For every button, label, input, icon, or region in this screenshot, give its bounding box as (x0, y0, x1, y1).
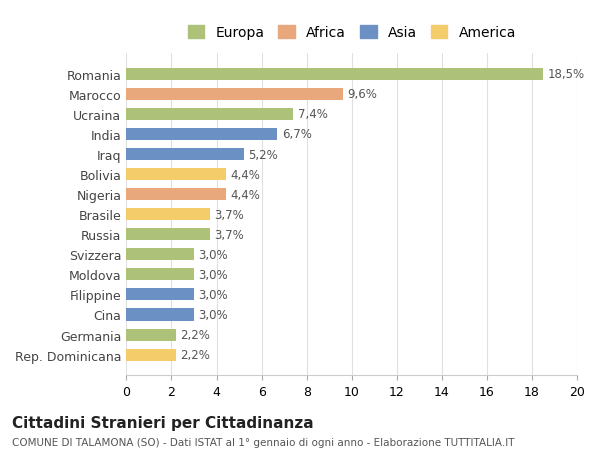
Text: 4,4%: 4,4% (230, 168, 260, 181)
Text: 3,0%: 3,0% (199, 308, 228, 321)
Text: 18,5%: 18,5% (548, 68, 585, 81)
Bar (127, 309, 194, 321)
Bar (127, 209, 210, 221)
Text: 7,4%: 7,4% (298, 108, 328, 121)
Text: Cittadini Stranieri per Cittadinanza: Cittadini Stranieri per Cittadinanza (12, 415, 314, 430)
Bar (127, 189, 226, 201)
Text: 3,0%: 3,0% (199, 288, 228, 301)
Bar (127, 129, 277, 140)
Bar (127, 229, 210, 241)
Text: 2,2%: 2,2% (181, 328, 211, 341)
Bar (127, 109, 293, 121)
Legend: Europa, Africa, Asia, America: Europa, Africa, Asia, America (181, 19, 523, 47)
Text: 4,4%: 4,4% (230, 188, 260, 201)
Text: 5,2%: 5,2% (248, 148, 278, 161)
Bar (127, 68, 543, 81)
Text: 9,6%: 9,6% (347, 88, 377, 101)
Text: 6,7%: 6,7% (282, 128, 312, 141)
Text: 3,7%: 3,7% (214, 208, 244, 221)
Bar (127, 249, 194, 261)
Text: 3,0%: 3,0% (199, 248, 228, 261)
Text: COMUNE DI TALAMONA (SO) - Dati ISTAT al 1° gennaio di ogni anno - Elaborazione T: COMUNE DI TALAMONA (SO) - Dati ISTAT al … (12, 437, 515, 447)
Text: 2,2%: 2,2% (181, 348, 211, 361)
Bar (127, 329, 176, 341)
Text: 3,7%: 3,7% (214, 228, 244, 241)
Bar (127, 349, 176, 361)
Bar (127, 168, 226, 181)
Bar (127, 149, 244, 161)
Bar (127, 89, 343, 101)
Bar (127, 289, 194, 301)
Bar (127, 269, 194, 281)
Text: 3,0%: 3,0% (199, 269, 228, 281)
